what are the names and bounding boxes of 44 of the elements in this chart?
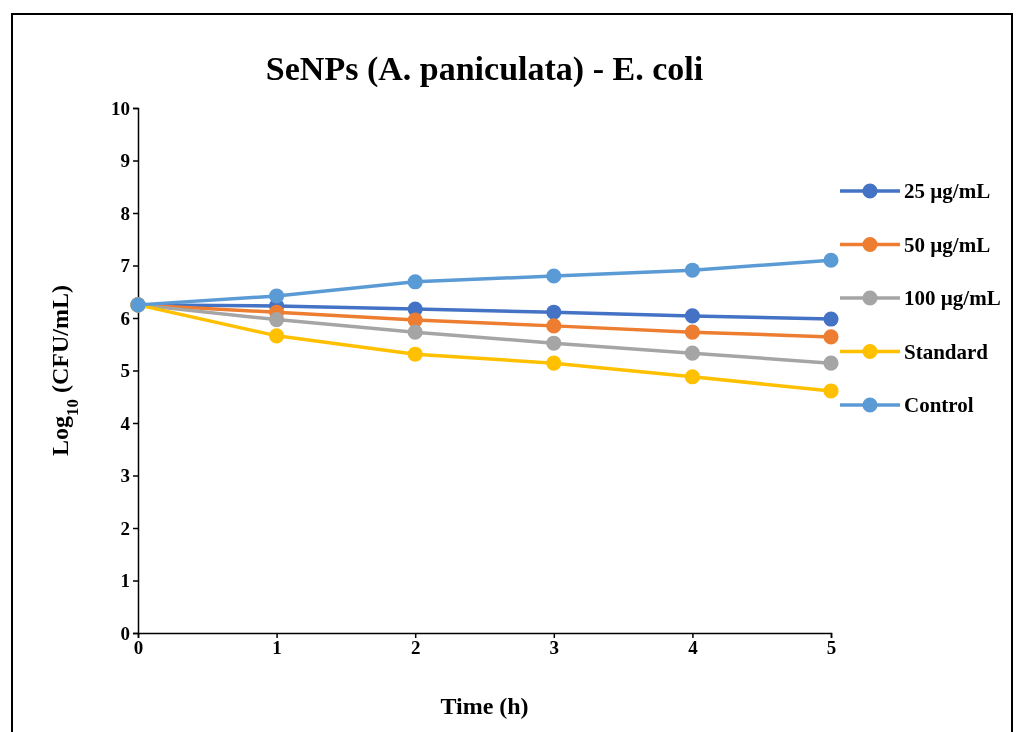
y-tick-label: 7: [120, 255, 131, 277]
x-axis-title: Time (h): [440, 693, 529, 719]
legend-label: Standard: [904, 339, 989, 364]
x-tick-label: 4: [688, 637, 699, 659]
point: [684, 308, 700, 324]
chart-title: SeNPs (A. paniculata) - E. coli: [265, 50, 704, 88]
point: [823, 355, 839, 371]
point: [269, 288, 285, 304]
point: [684, 324, 700, 340]
point: [823, 252, 839, 268]
point: [823, 329, 839, 345]
y-tick-label: 1: [120, 570, 130, 592]
x-tick-label: 1: [272, 637, 282, 659]
y-tick-label: 10: [111, 97, 130, 119]
point: [546, 355, 562, 371]
point: [407, 324, 423, 340]
point: [546, 335, 562, 351]
y-tick-label: 3: [120, 465, 130, 487]
x-tick-label: 2: [410, 637, 421, 659]
point: [684, 262, 700, 278]
point: [684, 369, 700, 385]
y-tick-label: 9: [120, 150, 130, 172]
point: [823, 311, 839, 327]
point: [546, 268, 562, 284]
point: [546, 304, 562, 320]
legend-label: Control: [904, 393, 974, 417]
point: [269, 312, 285, 328]
point: [407, 274, 423, 290]
x-tick-label: 3: [549, 637, 560, 659]
point: [684, 345, 700, 361]
legend-label: 25 µg/mL: [904, 179, 991, 203]
legend-label: 50 µg/mL: [904, 232, 991, 257]
y-tick-label: 8: [120, 202, 130, 224]
legend-label: 100 µg/mL: [904, 286, 1001, 310]
point: [269, 328, 285, 344]
y-tick-label: 2: [120, 517, 130, 539]
y-tick-label: 6: [120, 307, 130, 329]
y-tick-label: 0: [120, 622, 130, 644]
point: [407, 346, 423, 362]
point: [823, 383, 839, 399]
y-tick-label: 4: [120, 412, 131, 434]
point: [546, 318, 562, 334]
y-tick-label: 5: [120, 360, 130, 382]
x-tick-label: 5: [826, 637, 837, 659]
